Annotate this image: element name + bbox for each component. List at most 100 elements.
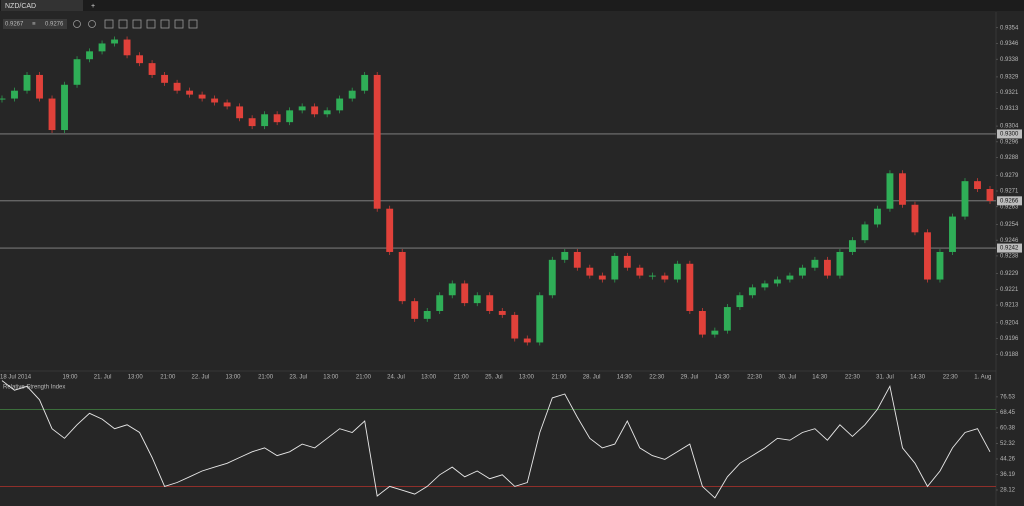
ask: 0.9276: [45, 22, 64, 28]
x-tick-label: 30. Jul: [778, 375, 796, 381]
x-tick-label: 25. Jul: [485, 375, 503, 381]
candle: [261, 114, 269, 127]
candle: [986, 189, 994, 201]
candle: [161, 74, 169, 83]
candle: [286, 110, 294, 123]
candle: [136, 55, 144, 64]
y-tick-label: 0.9254: [1000, 222, 1019, 228]
tool[interactable]: [146, 19, 156, 29]
candle: [598, 275, 606, 280]
candle: [811, 259, 819, 268]
y-tick-label: 0.9238: [1000, 253, 1019, 259]
candle: [523, 338, 531, 343]
candle: [786, 275, 794, 280]
tool[interactable]: [132, 19, 142, 29]
x-tick-label: 19:00: [62, 375, 78, 381]
candle: [386, 208, 394, 252]
y-tick-label: 0.9188: [1000, 352, 1019, 358]
candle: [61, 84, 68, 131]
candle: [886, 173, 894, 209]
candle: [486, 295, 494, 311]
y-tick-label: 0.9313: [1000, 106, 1019, 112]
x-tick-label: 14:30: [714, 375, 730, 381]
candle: [773, 279, 781, 284]
zoom-out[interactable]: [88, 20, 96, 28]
tab-title: NZD/CAD: [5, 3, 36, 10]
y-tick-label: 0.9229: [1000, 271, 1019, 277]
y-tick-label: 0.9296: [1000, 139, 1019, 145]
x-tick-label: 13:00: [519, 375, 535, 381]
y-tick-label: 0.9263: [1000, 204, 1019, 210]
x-tick-label: 13:00: [225, 375, 241, 381]
x-tick-label: 21. Jul: [94, 375, 112, 381]
level-label: 0.9266: [1000, 198, 1019, 204]
candle: [836, 251, 844, 276]
x-tick-label: 29. Jul: [681, 375, 699, 381]
y-tick-label: 0.9204: [1000, 320, 1019, 326]
x-tick-label: 21:00: [258, 375, 274, 381]
zoom-in[interactable]: [73, 20, 81, 28]
y-tick-label: 0.9354: [1000, 25, 1019, 31]
y-tick-label: 0.9279: [1000, 173, 1019, 179]
tool[interactable]: [174, 19, 184, 29]
level-tag: [997, 196, 1022, 206]
candle: [823, 259, 831, 276]
x-tick-label: 13:00: [421, 375, 437, 381]
candle: [736, 295, 744, 308]
x-tick-label: 21:00: [356, 375, 372, 381]
y-tick-label: 76.53: [1000, 394, 1016, 400]
tool[interactable]: [188, 19, 198, 29]
y-tick-label: 52.32: [1000, 441, 1016, 447]
candle: [273, 114, 281, 123]
candle: [411, 301, 419, 319]
candle: [73, 59, 81, 85]
candle: [0, 98, 6, 100]
bid: 0.9267: [5, 22, 24, 28]
candle: [548, 259, 556, 296]
x-tick-label: 13:00: [128, 375, 144, 381]
tool[interactable]: [118, 19, 128, 29]
candle: [949, 216, 956, 252]
candle: [661, 275, 669, 280]
candle: [573, 251, 581, 268]
y-tick-label: 0.9329: [1000, 74, 1019, 80]
candle: [461, 283, 469, 304]
x-tick-label: 28. Jul: [583, 375, 601, 381]
candle: [348, 90, 356, 99]
candle: [636, 267, 644, 276]
tool[interactable]: [160, 19, 170, 29]
y-tick-label: 0.9246: [1000, 238, 1019, 244]
x-tick-label: 21:00: [160, 375, 176, 381]
new-tab[interactable]: +: [91, 3, 95, 10]
y-tick-label: 36.19: [1000, 472, 1016, 478]
x-tick-label: 13:00: [323, 375, 339, 381]
tab-bar: [0, 0, 1024, 11]
x-tick-label: 14:30: [910, 375, 926, 381]
candle: [173, 82, 181, 91]
candle: [648, 275, 656, 277]
candle: [148, 63, 156, 75]
toolbar: [73, 19, 198, 29]
level-label: 0.9242: [1000, 246, 1019, 252]
y-tick-label: 28.12: [1000, 488, 1016, 494]
y-tick-label: 0.9288: [1000, 155, 1019, 161]
candle: [874, 208, 881, 225]
candle: [861, 224, 869, 241]
tab[interactable]: [1, 0, 83, 11]
candle: [748, 287, 756, 296]
x-tick-label: 21:00: [454, 375, 470, 381]
candle: [698, 310, 706, 335]
candle: [611, 255, 619, 280]
candle: [423, 310, 431, 319]
x-tick-label: 18 Jul 2014: [0, 375, 32, 381]
level-label: 0.9300: [1000, 132, 1019, 138]
candle: [899, 173, 906, 205]
quote-box: [3, 19, 67, 29]
tool[interactable]: [104, 19, 114, 29]
candle: [961, 181, 969, 217]
candle: [123, 39, 131, 56]
candle: [211, 98, 219, 103]
y-tick-label: 68.45: [1000, 410, 1016, 416]
x-tick-label: 24. Jul: [387, 375, 405, 381]
